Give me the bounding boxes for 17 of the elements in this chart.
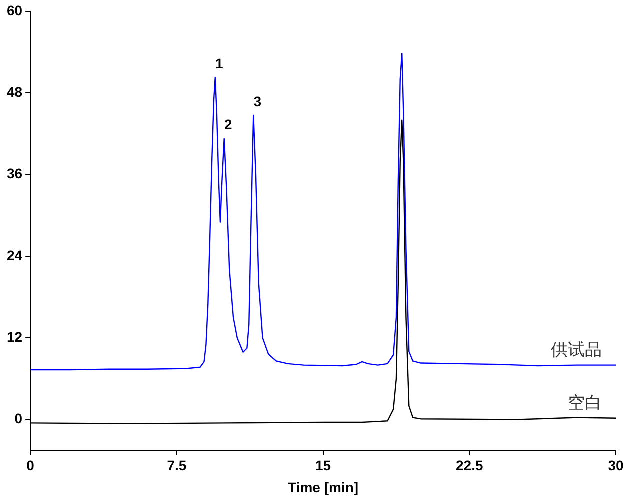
series-label: 空白	[568, 394, 602, 413]
x-tick-label: 22.5	[456, 458, 484, 474]
y-tick-label: 12	[6, 328, 23, 345]
x-tick-label: 7.5	[167, 458, 187, 474]
y-tick-label: 24	[6, 247, 23, 264]
annotation: 1	[215, 55, 224, 72]
x-axis-title: Time [min]	[288, 479, 359, 496]
x-tick-label: 30	[608, 458, 624, 474]
y-tick-label: 60	[6, 2, 23, 18]
x-tick-label: 15	[315, 458, 332, 474]
series-label: 供试品	[551, 340, 602, 360]
y-tick-label: 36	[6, 166, 23, 182]
annotation: 3	[254, 93, 262, 110]
y-tick-label: 0	[14, 410, 23, 427]
y-tick-label: 48	[6, 84, 23, 100]
annotation: 2	[224, 116, 232, 133]
x-tick-label: 0	[26, 458, 35, 474]
